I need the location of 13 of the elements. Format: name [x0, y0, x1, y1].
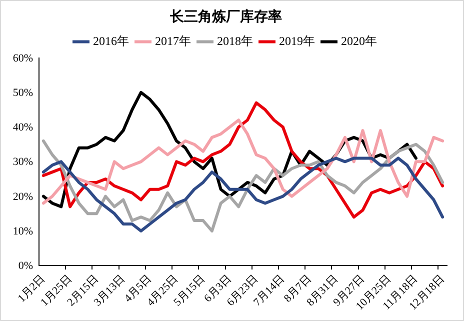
y-tick-label: 10% [12, 225, 33, 238]
y-tick-label: 20% [12, 190, 33, 203]
y-tick-label: 60% [12, 52, 33, 64]
y-tick-label: 40% [12, 122, 33, 134]
chart-title: 长三角炼厂库存率 [169, 8, 282, 26]
y-tick-label: 0% [18, 260, 33, 272]
legend-label: 2019年 [279, 34, 315, 48]
legend-label: 2018年 [217, 34, 253, 48]
y-tick-label: 50% [12, 86, 33, 99]
legend-label: 2017年 [155, 34, 191, 48]
legend-label: 2016年 [93, 34, 129, 48]
legend-label: 2020年 [341, 34, 377, 48]
y-tick-label: 30% [12, 156, 33, 168]
